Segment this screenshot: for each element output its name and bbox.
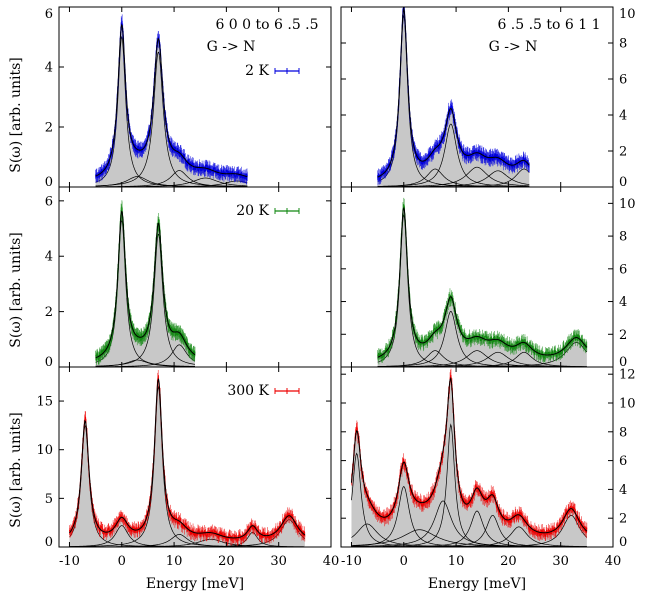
axes-frame <box>58 366 332 548</box>
y-tick-label: 10 <box>619 397 636 412</box>
legend-label: 20 K <box>236 203 269 219</box>
y-tick-label: 12 <box>619 368 636 383</box>
y-tick-label: 0 <box>619 535 627 550</box>
y-tick-label: 15 <box>36 395 53 410</box>
fit-line <box>95 210 196 359</box>
fit-line <box>377 207 588 358</box>
y-tick-label: 6 <box>45 7 53 22</box>
y-tick-label: 6 <box>45 194 53 209</box>
y-tick-label: 0 <box>619 175 627 190</box>
y-tick-label: 2 <box>45 121 53 136</box>
y-tick-label: 2 <box>45 305 53 320</box>
plot-area <box>69 369 306 547</box>
component-peak-2 <box>69 386 305 547</box>
y-tick-label: 0 <box>45 535 53 550</box>
x-tick-label: -10 <box>341 554 362 569</box>
panel-title: 6 0 0 to 6 .5 .5 <box>215 17 318 33</box>
y-tick-label: 6 <box>619 262 627 277</box>
x-tick-label: 0 <box>400 554 408 569</box>
x-tick-label: 0 <box>118 554 126 569</box>
x-tick-label: 10 <box>166 554 183 569</box>
component-peak-2 <box>95 359 195 367</box>
data-series <box>69 376 306 542</box>
x-tick-label: 30 <box>552 554 569 569</box>
axes-frame <box>58 6 332 188</box>
plot-area <box>377 197 588 367</box>
fit-area <box>95 211 195 367</box>
fit-line <box>350 376 588 534</box>
x-tick-label: 30 <box>270 554 287 569</box>
fit-line <box>377 7 530 178</box>
y-tick-label: 5 <box>45 492 53 507</box>
panel-top-left: 0 2 4 6 6 0 0 to 6 .5 .5 G -> N 2 K <box>45 6 332 190</box>
panel-middle-right: 0 2 4 6 8 10 <box>340 186 636 370</box>
y-tick-label: 2 <box>619 145 627 160</box>
x-tick-label: 10 <box>448 554 465 569</box>
y-tick-label: 4 <box>45 61 53 76</box>
y-tick-label: 2 <box>619 512 627 527</box>
y-tick-label: 0 <box>45 355 53 370</box>
fit-area <box>351 378 587 547</box>
y-tick-label: 8 <box>619 425 627 440</box>
fit-line <box>69 378 306 539</box>
plot-area <box>95 200 196 367</box>
y-tick-label: 8 <box>619 230 627 245</box>
x-tick-label: -10 <box>59 554 80 569</box>
y-tick-label: 4 <box>619 109 627 124</box>
y-tick-label: 6 <box>619 73 627 88</box>
panel-subtitle: G -> N <box>489 39 538 55</box>
plot-area <box>350 368 588 547</box>
panel-subtitle: G -> N <box>207 39 256 55</box>
x-tick-label: 40 <box>605 554 622 569</box>
y-tick-label: 4 <box>619 295 627 310</box>
y-tick-label: 8 <box>619 37 627 52</box>
panel-middle-left: 0 2 4 6 20 K <box>45 186 332 370</box>
x-axis-label: Energy [meV] <box>428 576 526 592</box>
y-tick-label: 0 <box>45 175 53 190</box>
y-axis-label: S(ω) [arb. units] <box>8 412 24 528</box>
panel-top-right: 0 2 4 6 8 10 6 .5 .5 to 6 1 1 G -> N <box>340 6 636 190</box>
y-axis-label: S(ω) [arb. units] <box>8 57 24 173</box>
y-tick-label: 10 <box>619 7 636 22</box>
y-tick-label: 6 <box>619 454 627 469</box>
axes-frame <box>58 186 332 368</box>
y-tick-label: 10 <box>619 197 636 212</box>
y-tick-label: 10 <box>36 443 53 458</box>
legend-label: 2 K <box>245 63 269 79</box>
y-axis-label: S(ω) [arb. units] <box>8 232 24 348</box>
x-tick-label: 20 <box>500 554 517 569</box>
panel-title: 6 .5 .5 to 6 1 1 <box>497 17 600 33</box>
fit-area <box>69 378 305 547</box>
panel-bottom-left: -10 0 10 20 30 40 0 5 10 15 300 K <box>36 366 340 569</box>
x-axis-label: Energy [meV] <box>146 576 244 592</box>
y-tick-label: 4 <box>45 250 53 265</box>
fit-line <box>95 23 248 178</box>
legend-label: 300 K <box>227 383 269 399</box>
x-tick-label: 40 <box>323 554 340 569</box>
x-tick-label: 20 <box>218 554 235 569</box>
y-tick-label: 0 <box>619 355 627 370</box>
y-tick-label: 4 <box>619 483 627 498</box>
error-bars <box>69 369 306 547</box>
axes-frame <box>340 366 614 548</box>
data-series <box>377 203 588 360</box>
y-tick-label: 2 <box>619 328 627 343</box>
panel-bottom-right: -10 0 10 20 30 40 0 2 4 6 8 10 12 <box>340 366 636 569</box>
